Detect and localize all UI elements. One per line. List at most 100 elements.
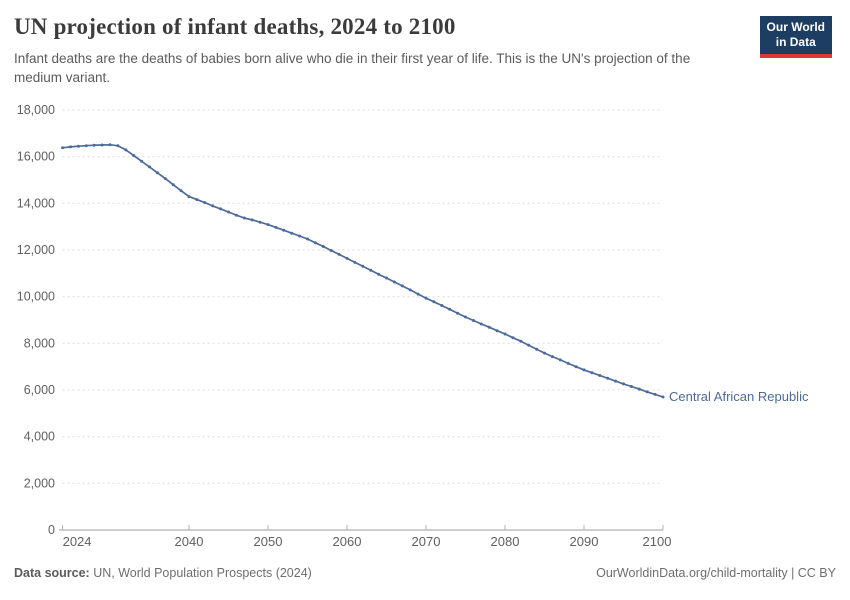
data-point <box>171 183 175 187</box>
data-point <box>464 315 467 319</box>
data-point <box>92 143 96 147</box>
data-point <box>282 228 286 232</box>
data-point <box>61 146 65 150</box>
data-point <box>503 332 507 336</box>
x-axis-tick-label: 2070 <box>412 534 441 549</box>
data-point <box>400 284 404 288</box>
data-point <box>416 292 420 296</box>
data-point <box>582 368 586 372</box>
x-axis-tick-label: 2100 <box>643 534 672 549</box>
data-point <box>140 159 144 163</box>
data-point <box>606 376 610 380</box>
data-point <box>219 207 223 211</box>
line-chart: 0 2,000 4,000 6,000 8,000 10,000 12,000 14,000 1… <box>0 95 850 550</box>
x-axis-tick-label: 2090 <box>570 534 599 549</box>
data-point <box>598 374 602 377</box>
data-point <box>298 234 302 238</box>
x-axis-tick-label: 2060 <box>333 534 362 549</box>
data-point <box>337 252 341 256</box>
data-point <box>590 371 594 375</box>
data-point <box>250 218 254 222</box>
owid-logo-line2: in Data <box>775 35 816 49</box>
data-point <box>535 347 539 351</box>
data-point <box>179 189 183 193</box>
data-point <box>479 322 483 326</box>
data-point <box>574 365 578 369</box>
owid-logo-line1: Our World <box>766 20 825 34</box>
y-axis-tick-label: 12,000 <box>17 243 55 257</box>
data-point <box>614 379 618 383</box>
data-point <box>361 264 365 268</box>
data-point <box>148 165 151 169</box>
y-axis-tick-label: 2,000 <box>24 476 55 490</box>
data-point <box>116 144 120 148</box>
data-point <box>124 148 128 152</box>
data-point <box>511 336 515 340</box>
data-point <box>550 355 554 359</box>
data-point <box>432 300 436 304</box>
data-point <box>108 143 112 147</box>
data-source: Data source: UN, World Population Prospe… <box>14 566 312 580</box>
data-point <box>369 268 373 272</box>
data-point <box>266 223 270 227</box>
data-point <box>519 339 523 343</box>
data-point <box>290 231 294 235</box>
y-axis-tick-label: 18,000 <box>17 103 55 117</box>
data-line[interactable] <box>62 143 664 398</box>
data-point <box>274 225 278 229</box>
data-point <box>645 390 649 394</box>
data-point <box>487 325 491 329</box>
data-point <box>313 241 317 245</box>
data-point <box>203 201 207 205</box>
owid-logo[interactable]: Our World in Data <box>759 16 832 58</box>
data-point <box>448 307 452 311</box>
series-label[interactable]: Central African Republic <box>669 389 809 404</box>
data-point <box>100 143 104 147</box>
data-point <box>629 385 633 388</box>
data-point <box>195 198 199 202</box>
data-point <box>76 144 80 148</box>
chart-canvas[interactable]: 0 2,000 4,000 6,000 8,000 10,000 12,000 14,000 1… <box>0 95 850 550</box>
data-point <box>306 237 309 241</box>
data-point <box>155 171 159 175</box>
chart-subtitle: Infant deaths are the deaths of babies b… <box>14 51 691 86</box>
data-point <box>440 304 444 307</box>
data-point <box>495 329 499 333</box>
data-point <box>424 296 428 300</box>
y-axis-tick-label: 8,000 <box>24 336 55 350</box>
data-point <box>558 358 562 362</box>
data-point <box>653 392 657 396</box>
data-point <box>377 272 381 276</box>
data-point <box>211 204 215 208</box>
data-point <box>661 395 665 399</box>
y-axis-tick-label: 4,000 <box>24 430 55 444</box>
data-point <box>622 382 625 386</box>
data-point <box>132 154 136 157</box>
data-point <box>84 144 88 148</box>
data-point <box>69 145 72 149</box>
data-point <box>543 351 546 355</box>
x-axis-tick-label: 2080 <box>491 534 520 549</box>
data-point <box>227 210 230 214</box>
data-point <box>471 319 475 322</box>
data-point <box>345 256 349 260</box>
y-axis-tick-label: 6,000 <box>24 383 55 397</box>
y-axis-tick-label: 10,000 <box>17 290 55 304</box>
data-point <box>385 276 388 280</box>
data-source-label: Data source: <box>14 566 90 580</box>
data-point <box>321 245 325 248</box>
chart-footer: Data source: UN, World Population Prospe… <box>14 566 836 580</box>
data-point <box>242 216 246 220</box>
credit-link[interactable]: OurWorldinData.org/child-mortality | CC … <box>596 566 836 580</box>
data-point <box>637 387 641 391</box>
y-axis-tick-label: 14,000 <box>17 196 55 210</box>
data-point <box>456 311 460 315</box>
data-point <box>527 343 531 347</box>
data-point <box>258 220 262 224</box>
data-point <box>329 249 333 252</box>
data-point <box>353 260 357 264</box>
data-point <box>566 361 570 365</box>
y-axis-tick-label: 16,000 <box>17 150 55 164</box>
chart-header: UN projection of infant deaths, 2024 to … <box>14 14 754 87</box>
